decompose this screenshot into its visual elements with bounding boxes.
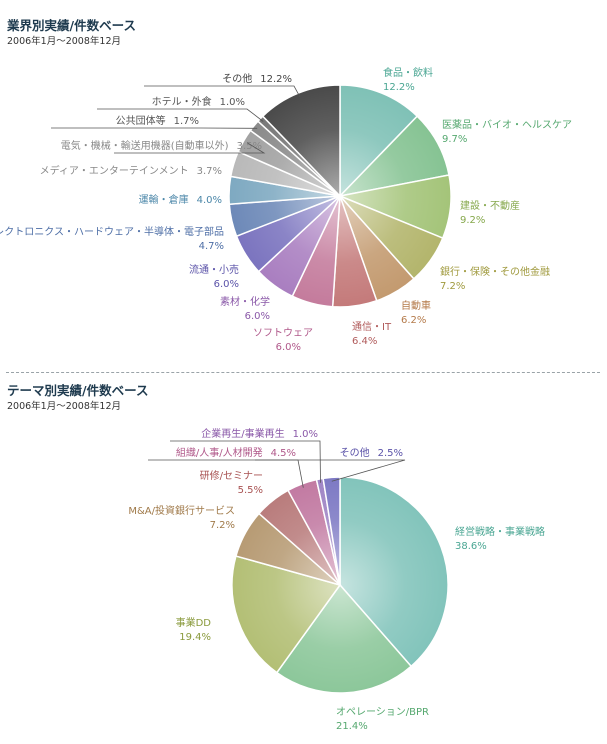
theme-chart-title: テーマ別実績/件数ベース xyxy=(7,383,149,398)
slice-label: その他 12.2% xyxy=(222,72,292,85)
pie-slices xyxy=(228,84,452,308)
theme-pie-chart: 経営戦略・事業戦略 38.6% オペレーション/BPR 21.4% 事業DD 19.4% M… xyxy=(128,427,545,732)
slice-label: 銀行・保険・その他金融 xyxy=(440,265,550,278)
slice-label: 素材・化学 xyxy=(220,295,270,308)
pie-labels: 経営戦略・事業戦略 38.6% オペレーション/BPR 21.4% 事業DD 19.4% M… xyxy=(128,427,545,732)
slice-value-label: 19.4% xyxy=(179,632,211,643)
theme-chart-subtitle: 2006年1月〜2008年12月 xyxy=(7,401,121,412)
pie-slices xyxy=(231,476,449,694)
industry-chart-title: 業界別実績/件数ベース xyxy=(7,18,136,33)
leader-line xyxy=(114,142,266,154)
slice-value-label: 38.6% xyxy=(455,541,487,552)
slice-label: M&A/投資銀行サービス xyxy=(128,504,235,517)
slice-value-label: 6.0% xyxy=(245,311,270,322)
slice-value-label: 6.2% xyxy=(401,315,426,326)
slice-value-label: 4.7% xyxy=(199,241,224,252)
leader-line xyxy=(144,85,301,97)
slice-label: ソフトウェア xyxy=(253,327,313,339)
industry-chart-subtitle: 2006年1月〜2008年12月 xyxy=(7,36,121,47)
slice-label: 企業再生/事業再生 1.0% xyxy=(201,427,318,440)
slice-label: 通信・IT xyxy=(352,321,392,333)
theme-panel: テーマ別実績/件数ベース 2006年1月〜2008年12月 経営戦略・事業戦略 3… xyxy=(0,372,607,744)
slice-label: 経営戦略・事業戦略 xyxy=(455,525,545,538)
slice-label: 流通・小売 xyxy=(189,263,239,276)
section-divider xyxy=(6,372,600,373)
slice-value-label: 9.7% xyxy=(442,134,467,145)
slice-value-label: 12.2% xyxy=(383,82,415,93)
pie-labels: 食品・飲料 12.2% 医薬品・バイオ・ヘルスケア 9.7% 建設・不動産 9.2% 銀行・… xyxy=(0,66,572,353)
leader-line xyxy=(97,108,264,122)
slice-label: 運輸・倉庫 4.0% xyxy=(139,193,222,206)
slice-value-label: 5.5% xyxy=(238,485,263,496)
slice-label: その他 2.5% xyxy=(340,446,403,459)
slice-label: エレクトロニクス・ハードウェア・半導体・電子部品 xyxy=(0,225,224,238)
slice-value-label: 21.4% xyxy=(336,721,368,732)
industry-pie-chart: 食品・飲料 12.2% 医薬品・バイオ・ヘルスケア 9.7% 建設・不動産 9.2% 銀行・… xyxy=(0,66,572,353)
slice-value-label: 6.4% xyxy=(352,336,377,347)
industry-panel: 業界別実績/件数ベース 2006年1月〜2008年12月 食品・飲料 12.2% 医… xyxy=(0,18,572,353)
slice-label: 公共団体等 1.7% xyxy=(116,114,199,127)
slice-label: 建設・不動産 xyxy=(460,199,520,212)
slice-value-label: 7.2% xyxy=(440,281,465,292)
slice-label: 電気・機械・輸送用機器(自動車以外) 3.5% xyxy=(61,139,262,152)
slice-label: メディア・エンターテインメント 3.7% xyxy=(40,164,222,177)
slice-label: オペレーション/BPR xyxy=(336,706,429,718)
slice-value-label: 9.2% xyxy=(460,215,485,226)
slice-label: 組織/人事/人材開発 4.5% xyxy=(176,446,296,459)
leader-line xyxy=(170,440,321,483)
slice-label: 医薬品・バイオ・ヘルスケア xyxy=(442,119,572,131)
slice-value-label: 7.2% xyxy=(210,520,235,531)
slice-label: 研修/セミナー xyxy=(200,469,263,482)
slice-label: 事業DD xyxy=(176,616,212,629)
slice-label: 食品・飲料 xyxy=(383,66,433,79)
slice-label: ホテル・外食 1.0% xyxy=(152,95,245,108)
leader-line xyxy=(255,459,406,482)
slice-value-label: 6.0% xyxy=(214,279,239,290)
slice-label: 自動車 xyxy=(401,299,431,312)
slice-value-label: 6.0% xyxy=(276,342,301,353)
